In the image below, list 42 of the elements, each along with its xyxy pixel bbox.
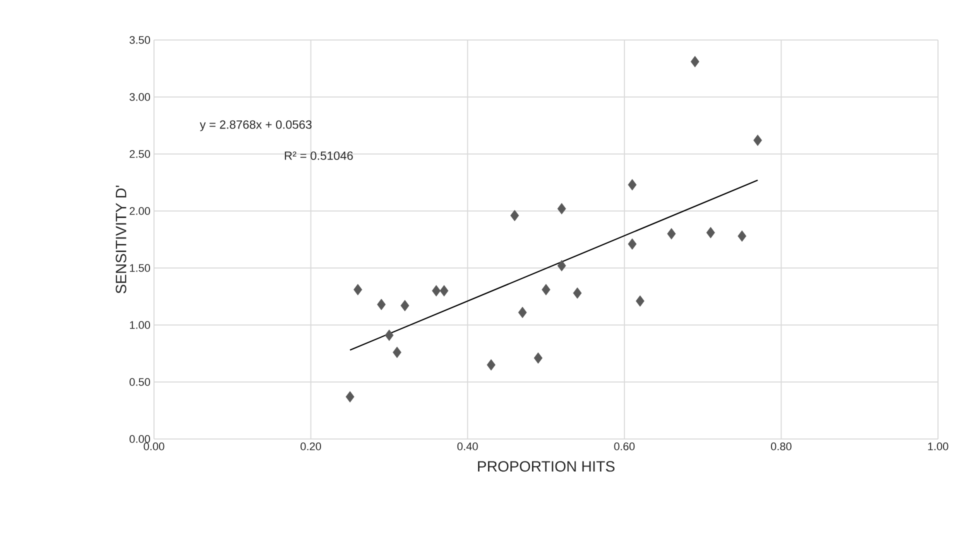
point (557, 260, 566, 272)
x-tick-label: 0.60 (614, 442, 635, 450)
x-axis-title: PROPORTION HITS (478, 461, 615, 472)
point (400, 300, 410, 312)
point (690, 56, 700, 68)
x-tick-label: 0.80 (770, 442, 792, 450)
y-tick-label: 0.50 (130, 378, 150, 386)
point (354, 284, 362, 296)
y-tick-label: 3.00 (130, 93, 150, 101)
point (753, 134, 762, 146)
point (377, 298, 386, 310)
point (346, 391, 354, 402)
point (628, 238, 637, 250)
point (557, 203, 566, 214)
point (440, 285, 448, 296)
point (542, 284, 550, 296)
x-tick-label: 0.00 (144, 442, 164, 450)
point (667, 228, 676, 240)
annotation: R² = 0.51046 (284, 151, 353, 160)
point (432, 285, 441, 296)
point (706, 226, 715, 238)
point (636, 295, 644, 307)
point (628, 179, 637, 190)
point (573, 287, 582, 299)
y-tick-label: 1.50 (130, 264, 150, 272)
y-tick-label: 2.00 (130, 207, 150, 215)
point (384, 330, 394, 341)
x-tick-label: 1.00 (928, 442, 948, 450)
y-tick-label: 3.50 (130, 36, 150, 44)
x-tick-label: 0.40 (457, 442, 478, 450)
y-tick-label: 0.00 (130, 435, 150, 443)
annotation: y = 2.8768x + 0.0563 (200, 120, 312, 132)
x-tick-label: 0.20 (300, 442, 322, 450)
point (738, 230, 746, 242)
point (486, 359, 496, 371)
point (534, 352, 542, 364)
y-tick-label: 1.00 (130, 321, 150, 329)
y-axis-title: SENSITIVITY D' (116, 186, 126, 294)
y-tick-label: 2.50 (130, 150, 150, 158)
point (510, 210, 519, 222)
point (392, 346, 402, 358)
point (518, 306, 527, 318)
